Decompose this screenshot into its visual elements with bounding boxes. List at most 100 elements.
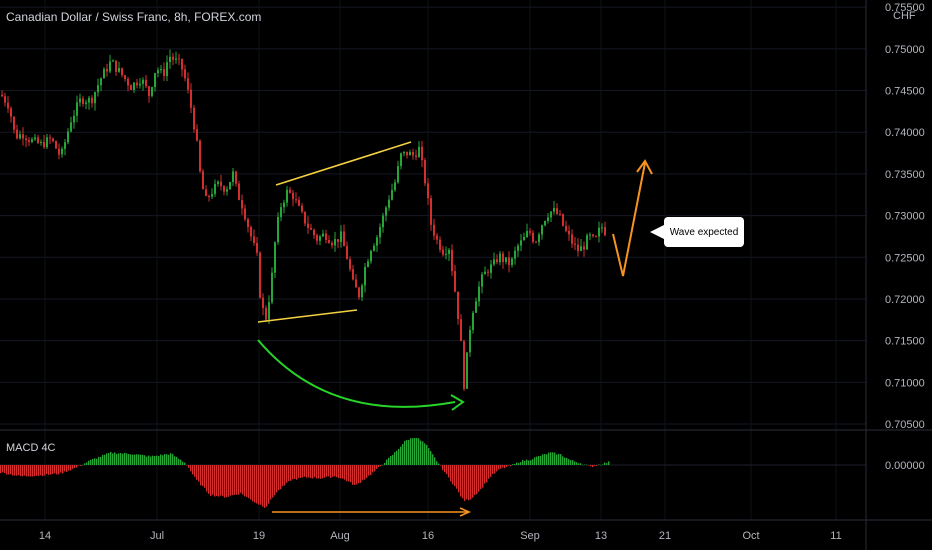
candle-down: [49, 137, 51, 139]
macd-bar: [242, 465, 244, 495]
candle-down: [559, 213, 561, 215]
macd-bar: [572, 460, 574, 465]
macd-bar: [208, 465, 210, 494]
candle-down: [433, 224, 435, 236]
macd-bar: [98, 456, 100, 465]
macd-bar: [384, 462, 386, 465]
candle-up: [142, 79, 144, 84]
candle-down: [259, 252, 261, 298]
candle-up: [175, 58, 177, 60]
macd-bar: [308, 465, 310, 478]
candle-up: [151, 87, 153, 97]
macd-bar: [212, 465, 214, 495]
candle-down: [304, 211, 306, 224]
candle-up: [283, 202, 285, 208]
macd-bar: [376, 465, 378, 469]
candle-down: [337, 239, 339, 242]
macd-indicator-label[interactable]: MACD 4C: [6, 442, 56, 454]
macd-bar: [550, 452, 552, 465]
candle-down: [343, 231, 345, 247]
macd-bar: [598, 464, 600, 465]
macd-bar: [280, 465, 282, 490]
candle-down: [247, 219, 249, 228]
candle-up: [388, 199, 390, 208]
candle-down: [430, 198, 432, 225]
macd-bar: [450, 465, 452, 482]
upper-trendline[interactable]: [275, 141, 412, 186]
macd-bar: [256, 465, 258, 504]
macd-bar: [190, 465, 192, 472]
macd-bar: [334, 465, 336, 477]
candle-up: [67, 131, 69, 143]
arc-arrow-curve[interactable]: [257, 339, 456, 408]
macd-bar: [340, 465, 342, 479]
candle-down: [52, 138, 54, 142]
macd-bar: [174, 456, 176, 465]
macd-bar: [322, 465, 324, 479]
candle-down: [502, 253, 504, 262]
macd-bar: [276, 465, 278, 493]
macd-bar: [4, 465, 6, 473]
candle-down: [424, 160, 426, 184]
macd-bar: [286, 465, 288, 483]
macd-bar: [160, 454, 162, 465]
candle-down: [328, 239, 330, 244]
macd-bar: [338, 465, 340, 479]
macd-bar: [408, 440, 410, 465]
macd-bar: [172, 454, 174, 465]
candle-up: [217, 181, 219, 184]
candle-up: [133, 82, 135, 91]
candle-up: [169, 56, 171, 63]
macd-bar: [436, 461, 438, 465]
macd-bar: [438, 463, 440, 465]
macd-bar: [362, 465, 364, 481]
candle-up: [103, 69, 105, 79]
macd-bar: [238, 465, 240, 495]
macd-bar: [518, 463, 520, 465]
macd-bar: [182, 461, 184, 465]
time-axis[interactable]: 14 Jul 19 Aug 16 Sep 13 21 Oct 11: [39, 530, 842, 542]
macd-bar: [116, 453, 118, 465]
macd-bar: [466, 465, 468, 500]
candle-up: [580, 246, 582, 252]
macd-bar: [12, 465, 14, 476]
macd-bar: [366, 465, 368, 478]
macd-bar: [430, 451, 432, 465]
macd-bar: [434, 457, 436, 465]
wave-expected-callout[interactable]: Wave expected: [650, 217, 744, 247]
macd-bar: [470, 465, 472, 500]
macd-bar: [20, 465, 22, 477]
macd-bar: [132, 454, 134, 465]
price-axis[interactable]: 0.70500 0.71000 0.71500 0.72000 0.72500 0.730…: [885, 2, 925, 472]
candle-down: [532, 232, 534, 242]
macd-bar: [538, 455, 540, 465]
macd-bar: [250, 465, 252, 500]
macd-bar: [130, 454, 132, 465]
wave-projection[interactable]: [612, 162, 646, 277]
macd-bar: [564, 457, 566, 465]
lower-trendline[interactable]: [257, 309, 358, 323]
candle-down: [187, 78, 189, 90]
macd-bar: [184, 462, 186, 465]
candle-down: [253, 236, 255, 243]
candle-down: [265, 308, 267, 320]
macd-bar: [500, 465, 502, 469]
candle-up: [280, 207, 282, 217]
macd-bar: [58, 465, 60, 475]
candle-up: [469, 330, 471, 353]
macd-bar: [368, 465, 370, 476]
macd-bar: [422, 441, 424, 465]
candle-up: [40, 141, 42, 144]
macd-bar: [412, 438, 414, 465]
macd-bar: [16, 465, 18, 476]
macd-bar: [96, 458, 98, 465]
macd-bar: [188, 465, 190, 468]
candle-up: [109, 61, 111, 72]
macd-bar: [316, 465, 318, 479]
price-tick-label: 0.73500: [885, 169, 925, 181]
macd-bar: [260, 465, 262, 505]
candle-down: [1, 94, 3, 97]
candle-up: [589, 234, 591, 236]
macd-bar: [426, 444, 428, 465]
